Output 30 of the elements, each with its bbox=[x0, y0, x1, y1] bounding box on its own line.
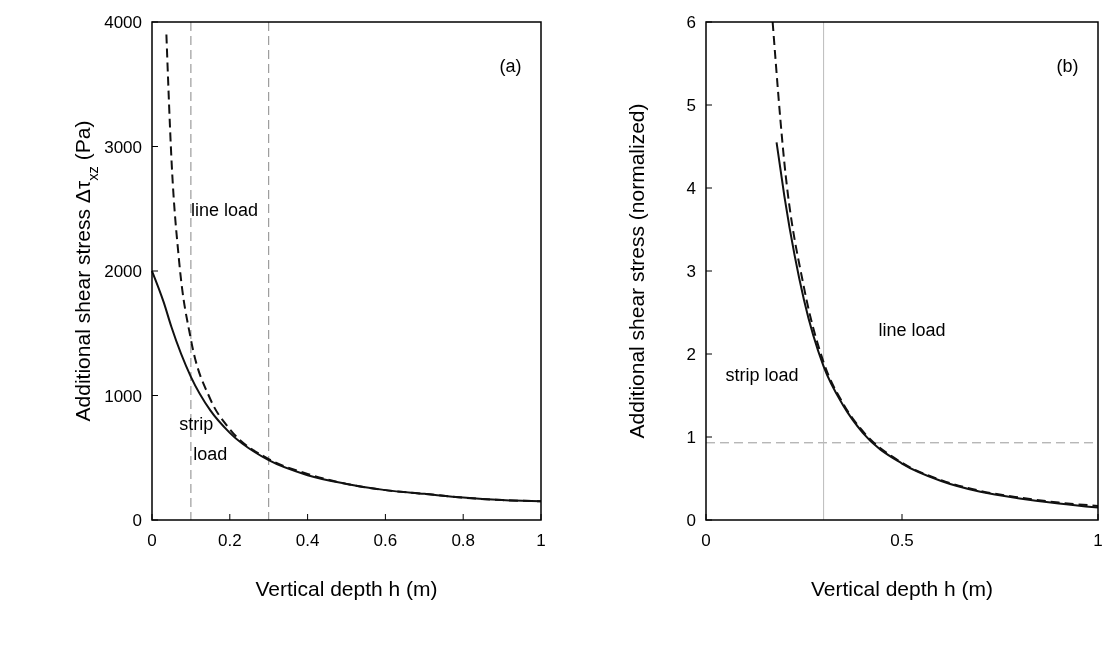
annotation: (b) bbox=[1056, 55, 1079, 76]
y-tick-label: 1 bbox=[686, 428, 696, 447]
x-tick-label: 0.8 bbox=[451, 531, 476, 550]
x-tick-label: 0.2 bbox=[217, 531, 242, 550]
x-tick-label: 0.6 bbox=[373, 531, 398, 550]
annotation: line load bbox=[190, 200, 258, 221]
y-tick-label: 1000 bbox=[104, 386, 142, 406]
x-axis-title: Vertical depth h (m) bbox=[255, 577, 438, 600]
y-tick-label: 4000 bbox=[104, 13, 142, 32]
y-tick-label: 2000 bbox=[104, 262, 142, 281]
y-tick-label: 2 bbox=[686, 345, 696, 364]
annotation: strip load bbox=[179, 414, 228, 465]
x-tick-label: 0 bbox=[147, 531, 157, 550]
y-tick-label: 4 bbox=[686, 179, 696, 198]
y-tick-label: 3000 bbox=[104, 137, 142, 157]
x-tick-label: 0.5 bbox=[890, 531, 914, 550]
x-axis-title: Vertical depth h (m) bbox=[810, 577, 994, 600]
y-axis-title: Additional shear stress (normalized) bbox=[625, 103, 648, 439]
annotation: strip load bbox=[725, 364, 799, 385]
annotation: (a) bbox=[499, 55, 522, 76]
x-tick-label: 0 bbox=[701, 531, 711, 550]
y-tick-label: 0 bbox=[132, 511, 142, 530]
x-tick-label: 0.4 bbox=[295, 531, 320, 550]
y-tick-label: 5 bbox=[686, 96, 696, 115]
x-tick-label: 1 bbox=[536, 531, 546, 550]
y-tick-label: 0 bbox=[686, 511, 696, 530]
y-tick-label: 3 bbox=[686, 262, 696, 281]
annotation: line load bbox=[878, 319, 946, 340]
x-tick-label: 1 bbox=[1093, 531, 1103, 550]
y-tick-label: 6 bbox=[686, 13, 696, 32]
